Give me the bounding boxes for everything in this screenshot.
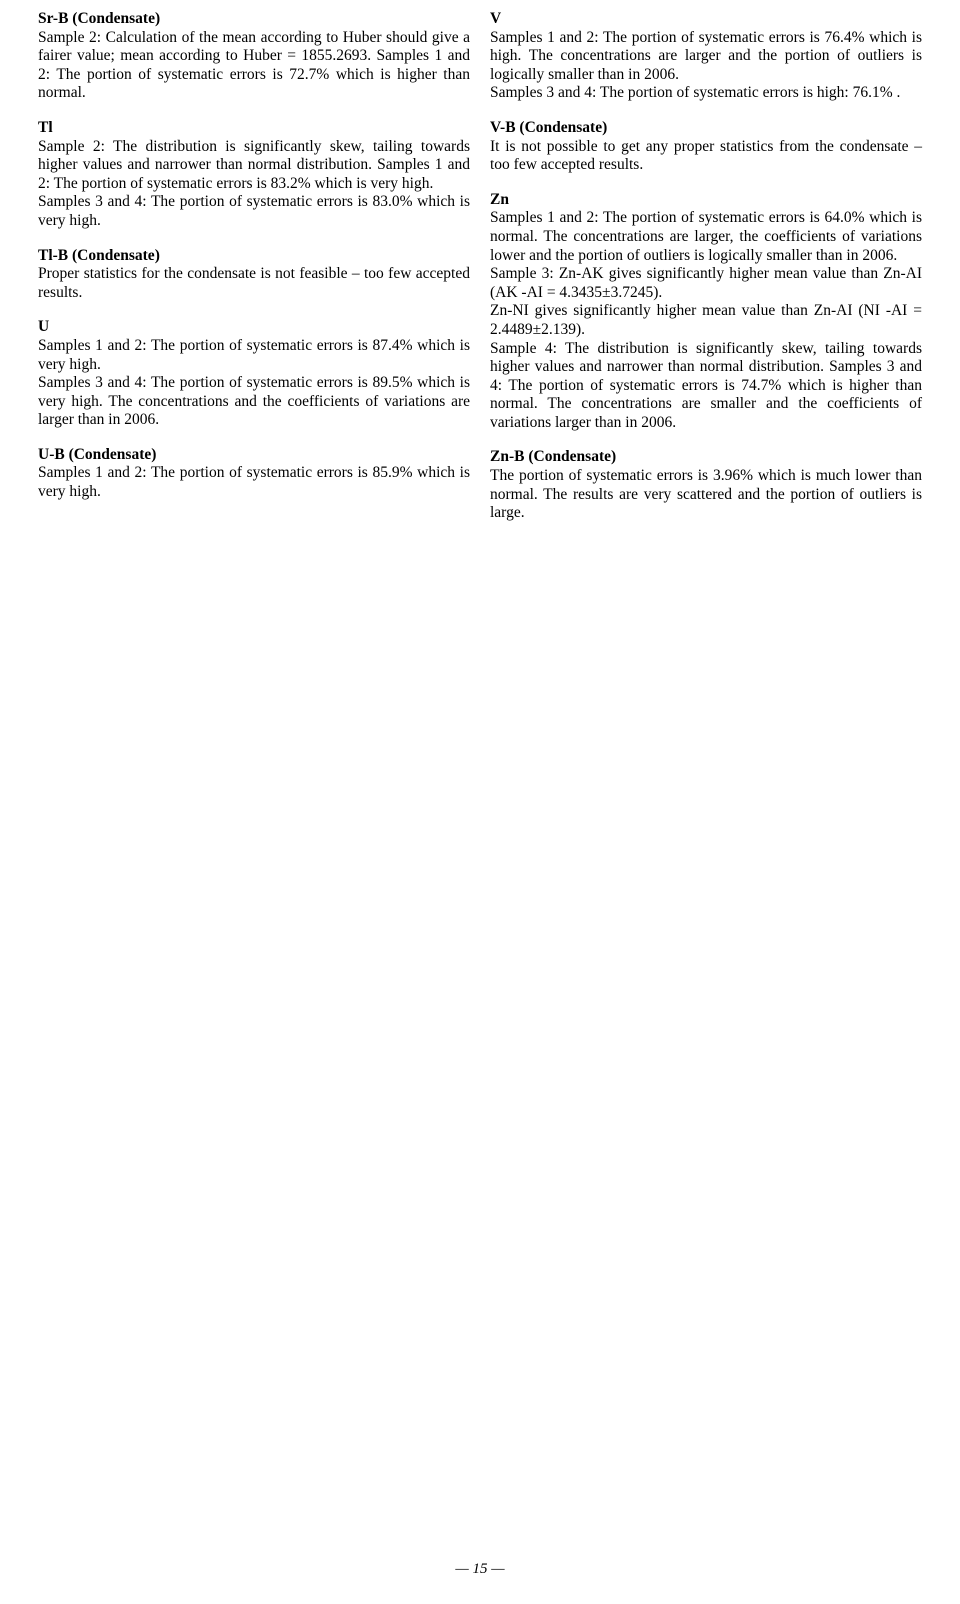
heading-zn: Zn bbox=[490, 191, 922, 210]
text-u-b: Samples 1 and 2: The portion of systemat… bbox=[38, 464, 470, 501]
text-zn: Samples 1 and 2: The portion of systemat… bbox=[490, 209, 922, 432]
section-tl: Tl Sample 2: The distribution is signifi… bbox=[38, 119, 470, 231]
text-u: Samples 1 and 2: The portion of systemat… bbox=[38, 337, 470, 430]
heading-tl: Tl bbox=[38, 119, 470, 138]
text-tl-b: Proper statistics for the condensate is … bbox=[38, 265, 470, 302]
heading-tl-b: Tl-B (Condensate) bbox=[38, 247, 470, 266]
right-column: V Samples 1 and 2: The portion of system… bbox=[490, 10, 922, 539]
heading-u-b: U-B (Condensate) bbox=[38, 446, 470, 465]
section-v-b: V-B (Condensate) It is not possible to g… bbox=[490, 119, 922, 175]
section-sr-b: Sr-B (Condensate) Sample 2: Calculation … bbox=[38, 10, 470, 103]
heading-zn-b: Zn-B (Condensate) bbox=[490, 448, 922, 467]
section-zn-b: Zn-B (Condensate) The portion of systema… bbox=[490, 448, 922, 522]
section-v: V Samples 1 and 2: The portion of system… bbox=[490, 10, 922, 103]
section-zn: Zn Samples 1 and 2: The portion of syste… bbox=[490, 191, 922, 433]
two-column-layout: Sr-B (Condensate) Sample 2: Calculation … bbox=[38, 10, 922, 539]
section-u: U Samples 1 and 2: The portion of system… bbox=[38, 318, 470, 430]
heading-sr-b: Sr-B (Condensate) bbox=[38, 10, 470, 29]
text-v: Samples 1 and 2: The portion of systemat… bbox=[490, 29, 922, 103]
heading-v-b: V-B (Condensate) bbox=[490, 119, 922, 138]
page-number: — 15 — bbox=[0, 1560, 960, 1578]
text-sr-b: Sample 2: Calculation of the mean accord… bbox=[38, 29, 470, 103]
text-zn-b: The portion of systematic errors is 3.96… bbox=[490, 467, 922, 523]
left-column: Sr-B (Condensate) Sample 2: Calculation … bbox=[38, 10, 470, 539]
heading-v: V bbox=[490, 10, 922, 29]
section-u-b: U-B (Condensate) Samples 1 and 2: The po… bbox=[38, 446, 470, 502]
text-v-b: It is not possible to get any proper sta… bbox=[490, 138, 922, 175]
section-tl-b: Tl-B (Condensate) Proper statistics for … bbox=[38, 247, 470, 303]
text-tl: Sample 2: The distribution is significan… bbox=[38, 138, 470, 231]
heading-u: U bbox=[38, 318, 470, 337]
